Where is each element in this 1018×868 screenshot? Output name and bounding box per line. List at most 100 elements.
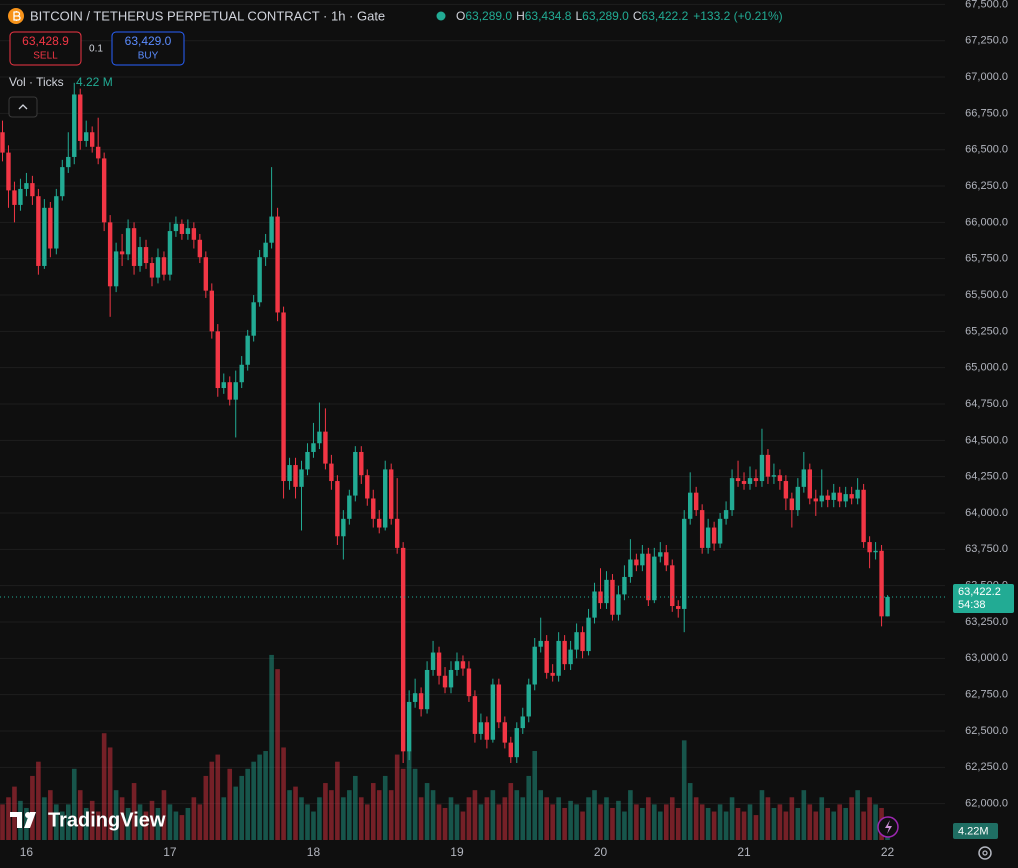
y-tick-label: 65,250.0	[965, 325, 1008, 337]
volume-bar	[526, 775, 532, 840]
candle-body	[30, 183, 35, 197]
y-tick-label: 66,000.0	[965, 216, 1008, 228]
volume-bar	[646, 797, 651, 840]
candle-body	[550, 672, 555, 676]
candle-body	[478, 722, 484, 734]
settings-button[interactable]	[978, 846, 992, 860]
volume-bar	[747, 804, 753, 840]
volume-bar	[855, 790, 860, 840]
candle-body	[640, 553, 645, 566]
volume-bar	[699, 804, 705, 840]
candle-body	[430, 652, 436, 670]
volume-bar	[299, 797, 304, 840]
volume-bar	[77, 790, 83, 840]
volume-bar	[161, 790, 167, 840]
candle-body	[849, 494, 854, 499]
volume-bar	[42, 797, 47, 840]
time-axis: 16 17 18 19 20 21 22	[20, 845, 895, 859]
ohlc-key: H	[516, 9, 525, 23]
volume-bar	[729, 797, 735, 840]
volume-bar	[239, 775, 244, 840]
candle-body	[54, 196, 59, 249]
candle-body	[149, 263, 155, 278]
candle-body	[729, 478, 735, 511]
candle-body	[783, 481, 789, 499]
y-tick-label: 62,500.0	[965, 725, 1008, 737]
candle-body	[341, 518, 346, 537]
candle-body	[377, 518, 382, 528]
candle-body	[867, 542, 872, 553]
volume-bar	[789, 797, 795, 840]
candle-body	[48, 207, 53, 249]
volume-bar	[173, 811, 179, 840]
volume-bar	[795, 807, 801, 840]
candle-body	[484, 722, 490, 740]
volume-bar	[681, 740, 687, 840]
candle-body	[604, 579, 609, 604]
candle-body	[84, 132, 89, 141]
candle-body	[711, 527, 717, 544]
candle-body	[293, 465, 298, 487]
volume-bar	[711, 811, 717, 840]
countdown: 54:38	[958, 599, 986, 611]
volume-badge	[953, 823, 998, 839]
candle-body	[759, 454, 765, 482]
candle-body	[275, 216, 280, 313]
ohlc-value: 63,422.2	[642, 9, 689, 23]
candle-body	[233, 382, 238, 400]
volume-bar	[556, 797, 561, 840]
x-tick-label: 22	[881, 845, 895, 859]
volume-bar	[233, 786, 239, 840]
volume-bar	[580, 811, 585, 840]
volume-bar	[735, 807, 741, 840]
volume-bar	[652, 804, 657, 840]
volume-bar	[634, 804, 639, 840]
candle-body	[365, 475, 370, 499]
ohlc-value: 63,289.0	[582, 9, 629, 23]
collapse-button[interactable]	[8, 96, 38, 118]
candle-body	[652, 556, 657, 601]
candle-body	[532, 646, 537, 685]
volume-bar	[203, 775, 209, 840]
candle-body	[119, 251, 125, 255]
candle-body	[281, 312, 286, 482]
volume-bar	[197, 804, 203, 840]
volume-bar	[753, 815, 759, 840]
volume-bar	[311, 811, 316, 840]
volume-bar	[257, 754, 262, 840]
sell-button[interactable]	[9, 31, 82, 66]
candle-body	[861, 489, 866, 543]
candle-body	[765, 454, 771, 477]
volume-bar	[167, 804, 173, 840]
candle-body	[502, 722, 508, 743]
candle-body	[299, 469, 304, 487]
volume-bar	[759, 790, 765, 840]
volume-bar	[0, 804, 5, 840]
volume-bar	[30, 775, 35, 840]
ohlc-key: O	[456, 9, 465, 23]
candle-body	[436, 652, 442, 676]
candle-body	[831, 492, 836, 500]
candle-body	[185, 228, 191, 234]
candle-body	[508, 742, 513, 758]
buy-button[interactable]	[111, 31, 185, 66]
volume-bar	[741, 811, 747, 840]
volume-bar	[687, 783, 693, 840]
volume-bar	[89, 800, 95, 840]
volume-bar	[65, 804, 71, 840]
y-tick-label: 64,500.0	[965, 434, 1008, 446]
candle-body	[717, 518, 723, 544]
candle-body	[741, 481, 747, 484]
volume-bar	[359, 797, 364, 840]
volume-bar	[305, 804, 310, 840]
candle-body	[329, 463, 334, 482]
candle-body	[622, 576, 627, 595]
candle-body	[825, 495, 830, 500]
volume-bar	[101, 733, 107, 840]
candle-body	[472, 696, 478, 734]
volume-bar	[616, 800, 621, 840]
candle-body	[394, 518, 400, 548]
y-tick-label: 64,000.0	[965, 507, 1008, 519]
logo-text: TradingView	[48, 809, 166, 831]
